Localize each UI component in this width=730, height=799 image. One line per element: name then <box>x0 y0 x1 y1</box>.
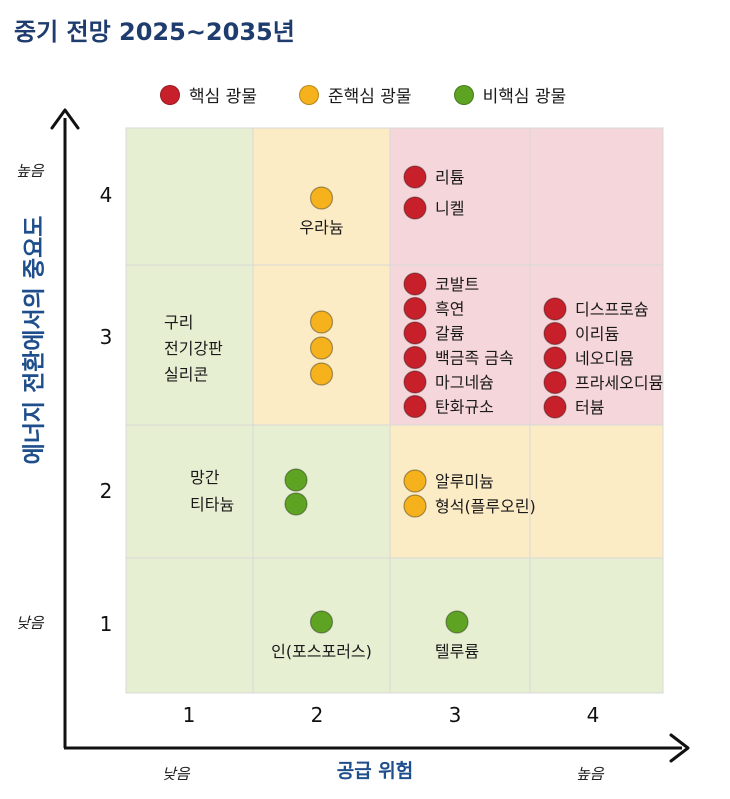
y-tick-label-3: 3 <box>100 325 113 349</box>
point-dot-3-2 <box>403 321 427 345</box>
point-label-4-2: 네오디뮴 <box>575 349 634 368</box>
chart-title: 중기 전망 2025~2035년 <box>14 18 295 46</box>
legend-semi-label: 준핵심 광물 <box>327 87 412 107</box>
point-label-4-4: 터븀 <box>575 398 604 417</box>
legend-item-semi: 준핵심 광물 <box>298 82 412 107</box>
grid-cell-4-3 <box>529 264 664 426</box>
legend: 핵심 광물 준핵심 광물 비핵심 광물 <box>160 82 608 107</box>
point-dot-3-1 <box>403 296 427 321</box>
legend-core-label: 핵심 광물 <box>189 87 257 107</box>
x-tick-label-3: 3 <box>449 703 462 727</box>
point-label-3-0: 코발트 <box>435 275 479 294</box>
point-label-3-1: 흑연 <box>435 300 464 319</box>
x-tick-label-4: 4 <box>587 703 600 727</box>
point-label-4-1: 이리듐 <box>575 325 619 344</box>
grid-cell-1-3 <box>125 264 254 426</box>
point-label-4-3: 프라세오디뮴 <box>575 374 663 393</box>
point-label-1-1: 니켈 <box>435 199 464 218</box>
point-dot-4-3 <box>543 370 567 395</box>
point-dot-4-0 <box>543 297 567 321</box>
point-dot-3-4 <box>403 370 427 394</box>
point-label-1-0: 리튬 <box>435 168 464 187</box>
point-dot-6-1 <box>403 494 427 518</box>
legend-item-core: 핵심 광물 <box>160 82 257 107</box>
point-label-6-0: 알루미늄 <box>435 472 494 491</box>
point-dot-2-2 <box>309 362 334 386</box>
x-tick-label-2: 2 <box>311 703 324 727</box>
x-axis-arrow <box>669 733 690 763</box>
point-dot-3-3 <box>403 345 427 370</box>
point-dot-5-1 <box>284 492 308 516</box>
y-tick-label-4: 4 <box>100 183 113 207</box>
point-label-2-1: 전기강판 <box>164 339 223 358</box>
grid-cell-1-4 <box>125 127 254 266</box>
grid-cell-2-2 <box>252 424 391 559</box>
grid-cell-4-2 <box>529 424 664 559</box>
grid-cell-4-4 <box>529 127 664 266</box>
point-dot-8-0 <box>445 610 469 634</box>
point-dot-4-4 <box>543 395 567 419</box>
grid-cell-3-1 <box>389 557 531 694</box>
point-dot-0-0 <box>309 186 334 210</box>
grid-cell-1-1 <box>125 557 254 694</box>
point-label-4-0: 디스프로슘 <box>575 300 649 319</box>
legend-noncore-label: 비핵심 광물 <box>482 87 567 107</box>
point-label-8-0: 텔루륨 <box>435 642 479 661</box>
grid-cell-3-4 <box>389 127 531 266</box>
y-axis-label: 에너지 전환에서의 중요도 <box>21 215 47 465</box>
point-label-3-3: 백금족 금속 <box>435 349 514 368</box>
y-axis-label-wrap: 에너지 전환에서의 중요도 <box>14 120 48 560</box>
x-axis-label: 공급 위험 <box>336 760 414 782</box>
point-dot-1-1 <box>403 196 427 220</box>
point-label-3-4: 마그네슘 <box>435 373 494 392</box>
point-label-3-2: 갈륨 <box>435 324 464 343</box>
point-dot-6-0 <box>403 469 427 493</box>
legend-item-noncore: 비핵심 광물 <box>453 82 567 107</box>
point-dot-4-2 <box>543 346 567 370</box>
point-label-3-5: 탄화규소 <box>435 398 494 417</box>
point-dot-3-0 <box>403 272 427 296</box>
point-dot-7-0 <box>309 610 334 634</box>
point-label-0-0: 우라늄 <box>299 218 343 237</box>
y-low-label: 낮음 <box>16 614 44 632</box>
point-dot-2-1 <box>309 336 334 360</box>
point-label-6-1: 형석(플루오린) <box>435 497 536 516</box>
y-tick-label-1: 1 <box>100 612 113 636</box>
point-dot-2-0 <box>309 310 334 334</box>
legend-noncore-swatch <box>453 84 474 105</box>
grid-cell-4-1 <box>529 557 664 694</box>
y-tick-label-2: 2 <box>100 479 113 503</box>
y-high-label: 높음 <box>16 162 44 180</box>
grid-cell-1-2 <box>125 424 254 559</box>
point-label-2-2: 실리콘 <box>164 365 208 384</box>
legend-semi-swatch <box>298 84 319 105</box>
x-low-label: 낮음 <box>162 765 190 783</box>
x-high-label: 높음 <box>576 765 604 783</box>
point-label-5-0: 망간 <box>190 468 220 487</box>
x-tick-label-1: 1 <box>183 703 196 727</box>
point-label-2-0: 구리 <box>164 313 193 332</box>
legend-core-swatch <box>160 84 180 105</box>
y-axis-arrow <box>50 108 80 130</box>
point-dot-3-5 <box>403 394 427 419</box>
point-dot-1-0 <box>403 165 427 189</box>
point-dot-4-1 <box>543 321 567 346</box>
point-label-7-0: 인(포스포러스) <box>271 642 372 661</box>
point-dot-5-0 <box>284 468 308 492</box>
point-label-5-1: 티타늄 <box>190 495 234 514</box>
